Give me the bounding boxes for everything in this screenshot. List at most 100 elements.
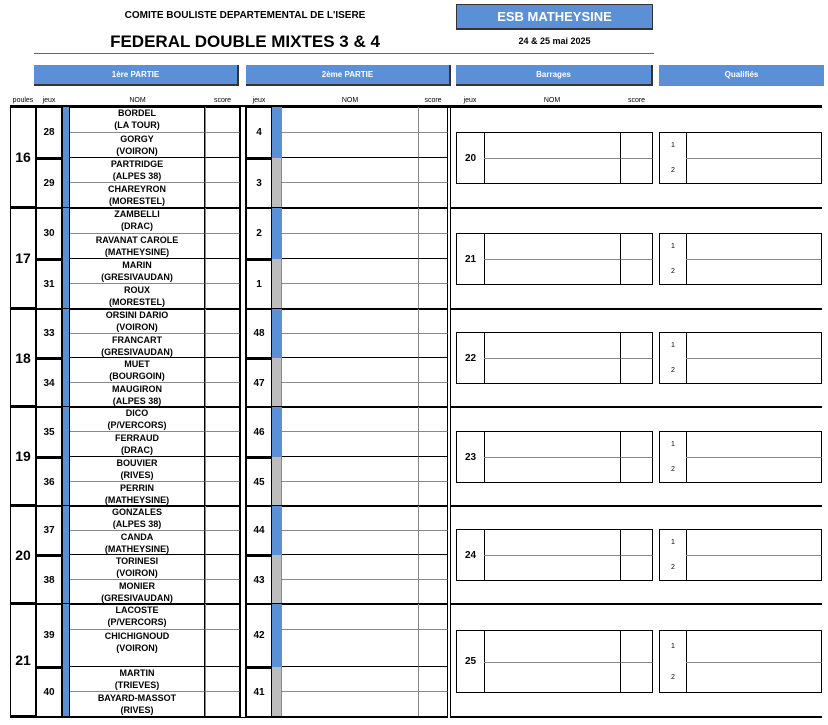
barrage-score-field[interactable] xyxy=(620,259,653,285)
round1-score-field[interactable] xyxy=(205,309,240,334)
barrage-name-field[interactable] xyxy=(484,630,621,662)
round1-score-field[interactable] xyxy=(205,358,240,383)
barrage-name-field[interactable] xyxy=(484,662,621,693)
qualified-name-field[interactable] xyxy=(686,662,822,693)
round2-name-field[interactable] xyxy=(282,432,418,457)
round1-score-field[interactable] xyxy=(205,630,240,667)
round1-score-field[interactable] xyxy=(205,407,240,432)
round1-score-field[interactable] xyxy=(205,334,240,358)
qualified-name-field[interactable] xyxy=(686,358,822,384)
round1-score-field[interactable] xyxy=(205,692,240,717)
round2-name-field[interactable] xyxy=(282,457,418,482)
round2-score-field[interactable] xyxy=(418,630,448,667)
qualified-name-field[interactable] xyxy=(686,555,822,581)
round1-score-field[interactable] xyxy=(205,234,240,259)
barrage-name-field[interactable] xyxy=(484,158,621,184)
round2-name-field[interactable] xyxy=(282,208,418,234)
barrage-name-field[interactable] xyxy=(484,431,621,457)
round2-name-field[interactable] xyxy=(282,667,418,692)
round1-score-field[interactable] xyxy=(205,107,240,133)
qualified-name-field[interactable] xyxy=(686,457,822,483)
round2-name-field[interactable] xyxy=(282,580,418,604)
round2-name-field[interactable] xyxy=(282,234,418,259)
barrage-score-field[interactable] xyxy=(620,457,653,483)
round2-name-field[interactable] xyxy=(282,692,418,717)
barrage-score-field[interactable] xyxy=(620,662,653,693)
qualified-name-field[interactable] xyxy=(686,233,822,259)
round1-score-field[interactable] xyxy=(205,208,240,234)
round2-name-field[interactable] xyxy=(282,482,418,506)
round2-score-field[interactable] xyxy=(418,358,448,383)
barrage-score-field[interactable] xyxy=(620,158,653,184)
round2-score-field[interactable] xyxy=(418,506,448,531)
round2-score-field[interactable] xyxy=(418,457,448,482)
round2-name-field[interactable] xyxy=(282,383,418,407)
barrage-score-field[interactable] xyxy=(620,630,653,662)
round2-score-field[interactable] xyxy=(418,555,448,580)
round2-name-field[interactable] xyxy=(282,284,418,309)
round1-score-field[interactable] xyxy=(205,432,240,457)
round1-score-field[interactable] xyxy=(205,531,240,555)
round2-score-field[interactable] xyxy=(418,133,448,158)
barrage-name-field[interactable] xyxy=(484,358,621,384)
round2-score-field[interactable] xyxy=(418,309,448,334)
round2-name-field[interactable] xyxy=(282,158,418,183)
qualified-name-field[interactable] xyxy=(686,132,822,158)
round1-score-field[interactable] xyxy=(205,506,240,531)
round2-score-field[interactable] xyxy=(418,692,448,717)
round2-name-field[interactable] xyxy=(282,107,418,133)
qualified-name-field[interactable] xyxy=(686,529,822,555)
round1-score-field[interactable] xyxy=(205,284,240,309)
round2-score-field[interactable] xyxy=(418,432,448,457)
round2-score-field[interactable] xyxy=(418,234,448,259)
round1-score-field[interactable] xyxy=(205,482,240,506)
round1-score-field[interactable] xyxy=(205,457,240,482)
round2-name-field[interactable] xyxy=(282,531,418,555)
round2-score-field[interactable] xyxy=(418,580,448,604)
round2-name-field[interactable] xyxy=(282,604,418,630)
round1-score-field[interactable] xyxy=(205,383,240,407)
barrage-name-field[interactable] xyxy=(484,259,621,285)
round2-score-field[interactable] xyxy=(418,667,448,692)
round2-name-field[interactable] xyxy=(282,407,418,432)
round1-score-field[interactable] xyxy=(205,604,240,630)
round2-score-field[interactable] xyxy=(418,531,448,555)
round2-name-field[interactable] xyxy=(282,334,418,358)
round2-name-field[interactable] xyxy=(282,133,418,158)
barrage-score-field[interactable] xyxy=(620,555,653,581)
barrage-name-field[interactable] xyxy=(484,457,621,483)
qualified-name-field[interactable] xyxy=(686,259,822,285)
round1-score-field[interactable] xyxy=(205,555,240,580)
round2-name-field[interactable] xyxy=(282,259,418,284)
round2-score-field[interactable] xyxy=(418,334,448,358)
round2-score-field[interactable] xyxy=(418,482,448,506)
barrage-name-field[interactable] xyxy=(484,555,621,581)
round1-score-field[interactable] xyxy=(205,183,240,208)
barrage-score-field[interactable] xyxy=(620,529,653,555)
barrage-name-field[interactable] xyxy=(484,332,621,358)
qualified-name-field[interactable] xyxy=(686,630,822,662)
round2-score-field[interactable] xyxy=(418,604,448,630)
round1-score-field[interactable] xyxy=(205,580,240,604)
round2-name-field[interactable] xyxy=(282,183,418,208)
barrage-score-field[interactable] xyxy=(620,358,653,384)
barrage-score-field[interactable] xyxy=(620,332,653,358)
round2-name-field[interactable] xyxy=(282,630,418,667)
round1-score-field[interactable] xyxy=(205,259,240,284)
barrage-name-field[interactable] xyxy=(484,132,621,158)
barrage-score-field[interactable] xyxy=(620,431,653,457)
qualified-name-field[interactable] xyxy=(686,332,822,358)
round2-name-field[interactable] xyxy=(282,358,418,383)
round2-score-field[interactable] xyxy=(418,158,448,183)
qualified-name-field[interactable] xyxy=(686,158,822,184)
round2-name-field[interactable] xyxy=(282,309,418,334)
qualified-name-field[interactable] xyxy=(686,431,822,457)
round2-score-field[interactable] xyxy=(418,183,448,208)
round1-score-field[interactable] xyxy=(205,158,240,183)
round2-score-field[interactable] xyxy=(418,284,448,309)
round2-score-field[interactable] xyxy=(418,259,448,284)
round1-score-field[interactable] xyxy=(205,667,240,692)
round1-score-field[interactable] xyxy=(205,133,240,158)
barrage-name-field[interactable] xyxy=(484,529,621,555)
round2-name-field[interactable] xyxy=(282,506,418,531)
